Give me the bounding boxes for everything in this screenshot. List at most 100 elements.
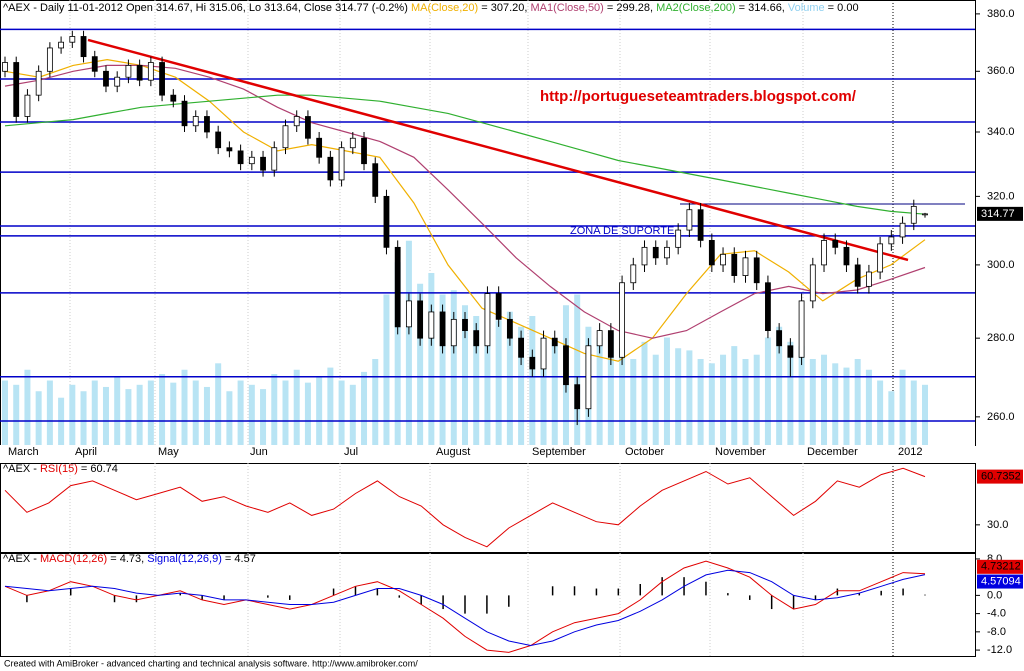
- candle-body: [349, 137, 356, 149]
- candle-body: [563, 345, 569, 386]
- volume-bar: [316, 376, 323, 445]
- candle-body: [888, 236, 895, 245]
- x-tick-label: April: [75, 446, 97, 458]
- volume-bar: [2, 380, 8, 445]
- volume-bar: [170, 382, 177, 445]
- candle-body: [13, 62, 20, 117]
- x-tick-label: May: [158, 446, 179, 458]
- candle-body: [596, 330, 603, 347]
- volume-bar: [293, 369, 300, 445]
- candle-body: [428, 311, 435, 339]
- candle-body: [910, 205, 917, 224]
- volume-bar: [159, 374, 166, 445]
- candle-body: [394, 246, 401, 328]
- header-part: Volume: [788, 2, 825, 14]
- volume-bar: [304, 382, 311, 445]
- candle-body: [147, 62, 154, 81]
- volume-bar: [652, 354, 659, 445]
- volume-bar: [731, 346, 738, 445]
- back-layer: [0, 0, 976, 657]
- volume-bar: [35, 391, 42, 445]
- volume-bar: [529, 316, 536, 445]
- candle-body: [731, 253, 738, 276]
- volume-bar: [630, 359, 637, 445]
- header-part: = 0.00: [825, 2, 859, 14]
- candle-body: [585, 345, 592, 410]
- header-part: = 314.66,: [736, 2, 788, 14]
- x-tick-label: Jul: [344, 446, 358, 458]
- volume-bar: [282, 380, 289, 445]
- candle-body: [540, 337, 547, 370]
- volume-bar: [495, 320, 502, 445]
- volume-bar: [574, 294, 581, 445]
- volume-bar: [361, 371, 368, 445]
- candle-body: [776, 330, 783, 347]
- candle-body: [114, 76, 121, 87]
- volume-bar: [764, 337, 771, 445]
- x-tick-label: September: [532, 446, 586, 458]
- volume-bar: [865, 369, 872, 445]
- volume-bar: [540, 337, 547, 445]
- volume-bar: [641, 341, 648, 445]
- volume-bar: [13, 384, 20, 445]
- candle-body: [91, 56, 98, 72]
- value-tag: [977, 206, 1023, 221]
- value-tag-label: 314.77: [981, 208, 1015, 220]
- candle-body: [215, 131, 222, 149]
- volume-bar: [518, 326, 525, 445]
- volume-bar: [417, 283, 424, 445]
- x-tick-label: March: [8, 446, 39, 458]
- volume-bar: [428, 273, 435, 445]
- x-tick-label: Jun: [250, 446, 268, 458]
- header-part: ^AEX -: [3, 553, 40, 565]
- value-tag-label: 60.7352: [981, 471, 1021, 483]
- x-tick-label: 2012: [898, 446, 922, 458]
- candle-body: [159, 62, 165, 96]
- y-tick-label: -8.0: [987, 626, 1006, 638]
- indicator-line: [4, 94, 926, 215]
- candle-body: [686, 209, 693, 231]
- header-part: ^AEX - Daily 11-01-2012 Open 314.67, Hi …: [3, 2, 411, 14]
- candle-body: [529, 356, 536, 370]
- volume-bar: [181, 369, 188, 445]
- volume-bar: [405, 240, 412, 445]
- y-tick-label: 0.0: [987, 589, 1002, 601]
- volume-bar: [192, 380, 199, 445]
- candle-body: [495, 293, 502, 320]
- candle-body: [866, 271, 872, 287]
- volume-bar: [506, 311, 513, 445]
- volume-bar: [69, 384, 76, 445]
- volume-bar: [462, 305, 468, 445]
- volume-bar: [821, 354, 828, 445]
- candle-body: [226, 147, 233, 152]
- volume-bar: [338, 380, 345, 445]
- header-part: = 307.20,: [478, 2, 530, 14]
- volume-bar: [102, 386, 109, 445]
- candle-body: [237, 150, 244, 165]
- volume-bar: [24, 369, 31, 445]
- x-tick-label: August: [436, 446, 470, 458]
- header-part: = 4.57: [222, 553, 256, 565]
- candle-body: [462, 318, 468, 332]
- candle-body: [574, 384, 581, 410]
- y-tick-label: 320.0: [987, 190, 1015, 202]
- candle-body: [271, 147, 278, 171]
- volume-bar: [551, 341, 558, 445]
- candle-body: [383, 195, 390, 248]
- y-tick-label: 30.0: [987, 519, 1008, 531]
- candle-body: [248, 156, 255, 165]
- volume-bar: [125, 389, 132, 445]
- volume-bar: [271, 374, 278, 445]
- header-part: = 299.28,: [604, 2, 656, 14]
- volume-bar: [394, 262, 401, 445]
- candle-body: [720, 253, 726, 266]
- volume-bar: [607, 333, 614, 445]
- header-part: = 60.74: [78, 463, 118, 475]
- panel-frame: [0, 553, 976, 657]
- x-tick-label: November: [715, 446, 766, 458]
- volume-bar: [450, 290, 457, 445]
- volume-bar: [809, 359, 816, 445]
- y-tick-label: 300.0: [987, 259, 1015, 271]
- volume-bar: [147, 380, 154, 445]
